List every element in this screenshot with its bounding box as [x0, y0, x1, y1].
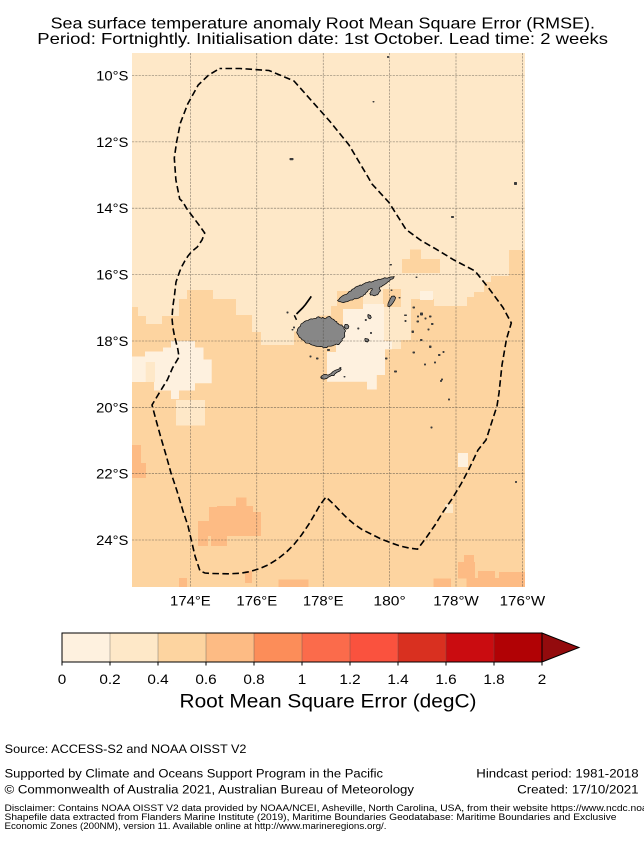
svg-text:1.6: 1.6 — [435, 672, 456, 687]
svg-text:1: 1 — [298, 672, 307, 687]
svg-text:Created: 17/10/2021: Created: 17/10/2021 — [517, 783, 639, 797]
svg-text:0.8: 0.8 — [243, 672, 264, 687]
svg-text:0.4: 0.4 — [147, 672, 169, 687]
svg-text:12°S: 12°S — [96, 135, 128, 150]
svg-text:178°W: 178°W — [433, 593, 479, 608]
svg-text:1.2: 1.2 — [339, 672, 360, 687]
svg-text:0: 0 — [58, 672, 67, 687]
svg-text:0.6: 0.6 — [195, 672, 216, 687]
svg-text:176°W: 176°W — [500, 593, 546, 608]
svg-text:Root Mean Square Error (degC): Root Mean Square Error (degC) — [180, 691, 477, 712]
svg-text:Source: ACCESS-S2 and NOAA OIS: Source: ACCESS-S2 and NOAA OISST V2 — [5, 742, 247, 756]
svg-text:180°: 180° — [373, 593, 405, 608]
svg-text:14°S: 14°S — [96, 201, 128, 216]
svg-text:18°S: 18°S — [96, 334, 128, 349]
svg-text:© Commonwealth of Australia 20: © Commonwealth of Australia 2021, Austra… — [5, 783, 415, 797]
svg-text:176°E: 176°E — [236, 593, 277, 608]
svg-text:24°S: 24°S — [96, 533, 128, 548]
svg-text:Economic Zones (200NM), versio: Economic Zones (200NM), version 11. Avai… — [5, 821, 387, 831]
svg-text:10°S: 10°S — [96, 69, 128, 84]
svg-text:Period: Fortnightly. Initialis: Period: Fortnightly. Initialisation date… — [37, 31, 608, 48]
svg-text:Supported by Climate and Ocean: Supported by Climate and Oceans Support … — [5, 767, 384, 781]
svg-text:2: 2 — [538, 672, 547, 687]
svg-text:20°S: 20°S — [96, 400, 128, 415]
svg-text:178°E: 178°E — [303, 593, 344, 608]
svg-text:1.8: 1.8 — [483, 672, 504, 687]
svg-text:Sea surface temperature anomal: Sea surface temperature anomaly Root Mea… — [51, 16, 595, 33]
svg-text:Hindcast period: 1981-2018: Hindcast period: 1981-2018 — [476, 767, 639, 781]
svg-text:174°E: 174°E — [170, 593, 211, 608]
svg-text:16°S: 16°S — [96, 268, 128, 283]
svg-text:22°S: 22°S — [96, 467, 128, 482]
svg-text:1.4: 1.4 — [387, 672, 409, 687]
svg-text:0.2: 0.2 — [99, 672, 120, 687]
